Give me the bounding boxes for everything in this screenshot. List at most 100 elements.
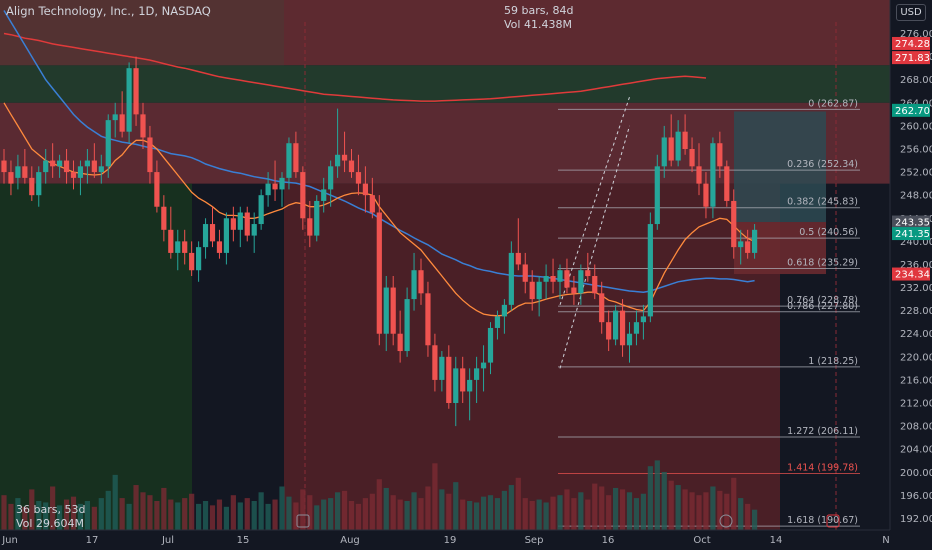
volume-bar-108 [752, 509, 758, 530]
volume-bar-80 [557, 495, 563, 530]
volume-bar-11 [77, 503, 84, 530]
candle-body-6 [43, 160, 49, 173]
candle-body-108 [752, 229, 758, 253]
candle-62 [432, 333, 438, 392]
candle-body-12 [84, 160, 90, 167]
volume-bar-37 [258, 492, 264, 530]
candle-body-64 [446, 356, 452, 403]
candle-71 [494, 310, 501, 340]
volume-bar-51 [355, 503, 362, 530]
volume-bar-72 [501, 490, 507, 530]
candle-body-90 [626, 333, 633, 346]
candle-35 [244, 206, 250, 242]
volume-bar-75 [522, 498, 528, 530]
candle-body-38 [265, 183, 271, 196]
candle-0 [1, 149, 7, 184]
volume-bar-63 [439, 489, 445, 530]
candle-75 [522, 252, 528, 294]
volume-bar-41 [286, 496, 292, 530]
volume-bar-84 [585, 499, 591, 530]
candle-body-69 [480, 362, 487, 369]
candle-104 [724, 160, 730, 207]
zone-top-left-shade [0, 0, 284, 66]
candle-body-62 [432, 345, 438, 380]
price-tick-252: 252.00 [900, 168, 932, 179]
volume-bar-47 [328, 498, 334, 530]
candle-94 [654, 154, 660, 230]
volume-bar-12 [84, 501, 90, 530]
volume-bar-9 [63, 499, 70, 530]
volume-bar-106 [738, 498, 744, 530]
volume-bar-50 [348, 501, 355, 530]
volume-bar-18 [126, 503, 132, 530]
candle-body-2 [15, 166, 21, 178]
price-badge-0 [892, 36, 930, 50]
volume-bar-77 [536, 499, 542, 530]
candle-body-36 [251, 224, 257, 236]
candle-body-1 [8, 172, 14, 184]
time-label-4: Aug [340, 535, 360, 546]
volume-bar-87 [606, 495, 612, 530]
volume-bar-59 [411, 492, 417, 530]
candle-body-13 [91, 160, 97, 173]
volume-bar-38 [265, 503, 271, 530]
time-label-3: 15 [237, 535, 250, 546]
price-badge-label-1: 271.83 [895, 53, 930, 64]
candle-39 [272, 160, 278, 201]
candle-8 [57, 154, 63, 178]
volume-bar-14 [98, 498, 104, 530]
price-badge-1 [892, 51, 930, 65]
volume-bar-56 [390, 495, 396, 530]
candle-body-14 [98, 166, 104, 173]
time-label-1: 17 [86, 535, 99, 546]
volume-bar-0 [1, 495, 7, 530]
candle-29 [202, 218, 209, 259]
volume-bar-43 [300, 489, 306, 530]
candle-body-42 [293, 143, 299, 173]
volume-bar-36 [251, 501, 257, 530]
candle-11 [77, 160, 84, 196]
volume-bar-103 [717, 490, 723, 530]
volume-bar-61 [425, 486, 431, 530]
candle-33 [230, 206, 236, 242]
candle-73 [508, 241, 514, 311]
candle-9 [63, 149, 70, 184]
volume-bar-10 [70, 496, 77, 530]
candle-91 [633, 310, 640, 346]
candle-body-67 [467, 379, 473, 392]
candle-101 [703, 172, 709, 219]
volume-bar-4 [29, 489, 35, 530]
currency-button[interactable]: USD [896, 4, 926, 21]
candle-100 [696, 143, 702, 196]
candle-50 [348, 149, 355, 178]
candle-36 [251, 212, 257, 253]
candle-body-35 [244, 212, 250, 236]
volume-bar-96 [668, 480, 674, 530]
candle-body-79 [550, 276, 556, 282]
fib-label-3: 0.5 (240.56) [799, 227, 858, 238]
candle-21 [147, 125, 153, 184]
earnings-marker-icon [296, 514, 310, 528]
volume-bar-21 [147, 495, 153, 530]
candle-37 [258, 189, 264, 230]
candle-66 [460, 356, 466, 403]
candle-19 [133, 56, 139, 126]
price-tick-276: 276.00 [900, 29, 932, 40]
chart-title: Align Technology, Inc., 1D, NASDAQ [6, 4, 211, 18]
candle-body-3 [22, 166, 28, 178]
volume-bar-25 [175, 502, 181, 530]
candle-53 [369, 177, 375, 219]
candle-body-83 [578, 270, 584, 294]
volume-bar-98 [682, 489, 688, 530]
candle-body-104 [724, 166, 730, 201]
price-tick-240: 240.00 [900, 237, 932, 248]
candle-body-33 [230, 218, 236, 230]
candle-body-27 [189, 252, 195, 271]
candle-body-10 [70, 172, 77, 178]
candle-body-57 [397, 333, 403, 352]
candle-22 [154, 160, 160, 213]
candle-body-45 [314, 200, 320, 236]
price-badge-5 [892, 267, 930, 281]
candle-body-85 [592, 276, 598, 294]
